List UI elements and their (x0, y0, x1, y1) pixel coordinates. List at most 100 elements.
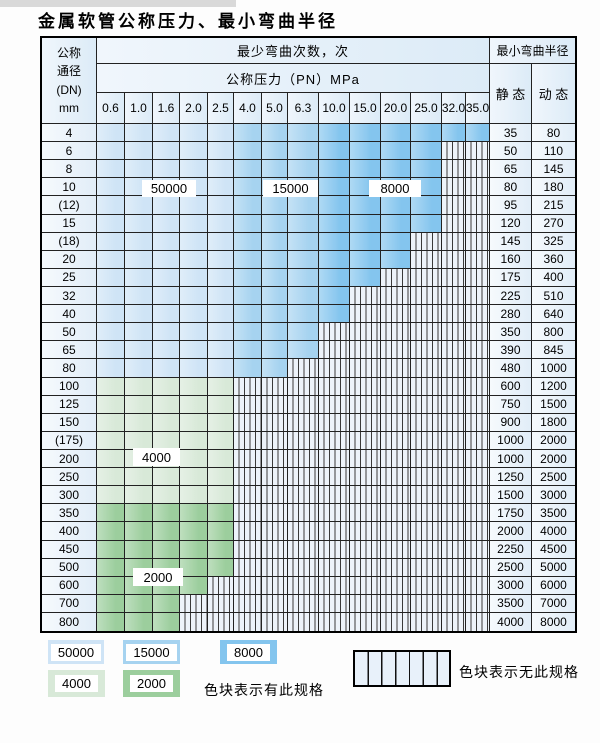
pn-cell-10.0 (319, 395, 350, 414)
pn-cell-2.5 (208, 504, 234, 523)
count-label-50000: 50000 (142, 180, 196, 197)
pn-cell-20.0 (381, 142, 411, 161)
pn-cell-6.3 (288, 196, 319, 215)
pn-cell-4.0 (234, 395, 262, 414)
pn-cell-15.0 (350, 504, 381, 523)
pn-cell-15.0 (350, 486, 381, 505)
pn-cell-20.0 (381, 540, 411, 559)
pn-cell-4.0 (234, 413, 262, 432)
pn-cell-6.3 (288, 431, 319, 450)
pn-cell-2.5 (208, 413, 234, 432)
pn-cell-2.0 (180, 576, 208, 595)
static-radius-cell: 350 (490, 323, 532, 342)
pn-cell-35.0 (466, 323, 490, 342)
pn-cell-32.0 (442, 395, 466, 414)
pn-cell-4.0 (234, 124, 262, 143)
pn-cell-32.0 (442, 286, 466, 306)
pn-cell-2.5 (208, 196, 234, 215)
pn-cell-6.3 (288, 250, 319, 269)
pn-cell-35.0 (466, 612, 490, 632)
static-radius-cell: 1000 (490, 431, 532, 450)
pn-cell-35.0 (466, 449, 490, 469)
pn-cell-4.0 (234, 341, 262, 360)
pn-cell-20.0 (381, 468, 411, 487)
count-label-8000: 8000 (369, 180, 421, 197)
pn-cell-2.5 (208, 486, 234, 505)
pn-cell-20.0 (381, 449, 411, 469)
pn-cell-0.6 (97, 431, 125, 450)
table-row-dn-65: 65 390 845 (42, 341, 575, 360)
pn-cell-25.0 (411, 250, 442, 269)
pn-cell-1.6 (153, 142, 180, 161)
pn-cell-5.0 (262, 268, 288, 287)
static-header: 静 态 (490, 64, 532, 123)
pn-cell-10.0 (319, 540, 350, 559)
legend-swatch-50000: 50000 (48, 640, 104, 664)
pn-cell-0.6 (97, 160, 125, 179)
pn-cell-10.0 (319, 286, 350, 306)
dn-cell: 6 (42, 142, 97, 161)
pn-cell-4.0 (234, 286, 262, 306)
pn-cell-35.0 (466, 522, 490, 541)
dn-cell: (175) (42, 431, 97, 450)
pn-cell-5.0 (262, 124, 288, 143)
pn-cell-10.0 (319, 413, 350, 432)
pn-cell-1.6 (153, 160, 180, 179)
pn-cell-25.0 (411, 341, 442, 360)
pn-cell-10.0 (319, 359, 350, 378)
pn-cell-1.6 (153, 504, 180, 523)
table-row-dn-40: 40 280 640 (42, 305, 575, 324)
pn-cell-20.0 (381, 413, 411, 432)
pn-cell-6.3 (288, 341, 319, 360)
pn-cell-20.0 (381, 305, 411, 324)
pn-cell-10.0 (319, 341, 350, 360)
dn-cell: 450 (42, 540, 97, 559)
pn-cell-2.5 (208, 431, 234, 450)
static-radius-cell: 175 (490, 268, 532, 287)
pn-cell-20.0 (381, 232, 411, 251)
static-radius-cell: 120 (490, 214, 532, 233)
pn-cell-15.0 (350, 413, 381, 432)
pn-cell-4.0 (234, 160, 262, 179)
static-radius-cell: 900 (490, 413, 532, 432)
pn-cell-5.0 (262, 359, 288, 378)
pn-cell-1.0 (125, 540, 153, 559)
pn-header-group: 最少弯曲次数，次 公称压力（PN）MPa 0.6 1.0 1.6 2.0 2.5 4.0 5… (97, 38, 490, 124)
pn-column-header-1.6: 1.6 (153, 93, 180, 123)
pn-cell-5.0 (262, 522, 288, 541)
pn-cell-35.0 (466, 486, 490, 505)
pn-cell-10.0 (319, 178, 350, 197)
pn-cell-15.0 (350, 305, 381, 324)
pn-cell-20.0 (381, 486, 411, 505)
pn-cell-4.0 (234, 468, 262, 487)
pn-cell-5.0 (262, 341, 288, 360)
pn-cell-6.3 (288, 504, 319, 523)
dynamic-radius-cell: 7000 (532, 594, 575, 613)
pn-cell-10.0 (319, 124, 350, 143)
pn-cell-2.5 (208, 468, 234, 487)
pn-cell-35.0 (466, 305, 490, 324)
pn-cell-15.0 (350, 468, 381, 487)
page-title: 金属软管公称压力、最小弯曲半径 (38, 12, 338, 31)
pn-cell-6.3 (288, 232, 319, 251)
static-radius-cell: 65 (490, 160, 532, 179)
pn-cell-20.0 (381, 268, 411, 287)
dynamic-radius-cell: 215 (532, 196, 575, 215)
pn-cell-0.6 (97, 504, 125, 523)
pn-cell-35.0 (466, 250, 490, 269)
pn-cell-5.0 (262, 250, 288, 269)
pn-cell-20.0 (381, 323, 411, 342)
dn-cell: 25 (42, 268, 97, 287)
legend-swatch-8000-label: 8000 (227, 643, 270, 661)
pn-cell-0.6 (97, 323, 125, 342)
pn-cell-20.0 (381, 160, 411, 179)
pn-cell-1.0 (125, 594, 153, 613)
dynamic-radius-cell: 1800 (532, 413, 575, 432)
pn-cell-25.0 (411, 124, 442, 143)
pn-cell-1.6 (153, 214, 180, 233)
dn-cell: 800 (42, 612, 97, 632)
pn-cell-15.0 (350, 449, 381, 469)
dynamic-radius-cell: 400 (532, 268, 575, 287)
pn-cell-2.5 (208, 232, 234, 251)
pn-cell-32.0 (442, 305, 466, 324)
